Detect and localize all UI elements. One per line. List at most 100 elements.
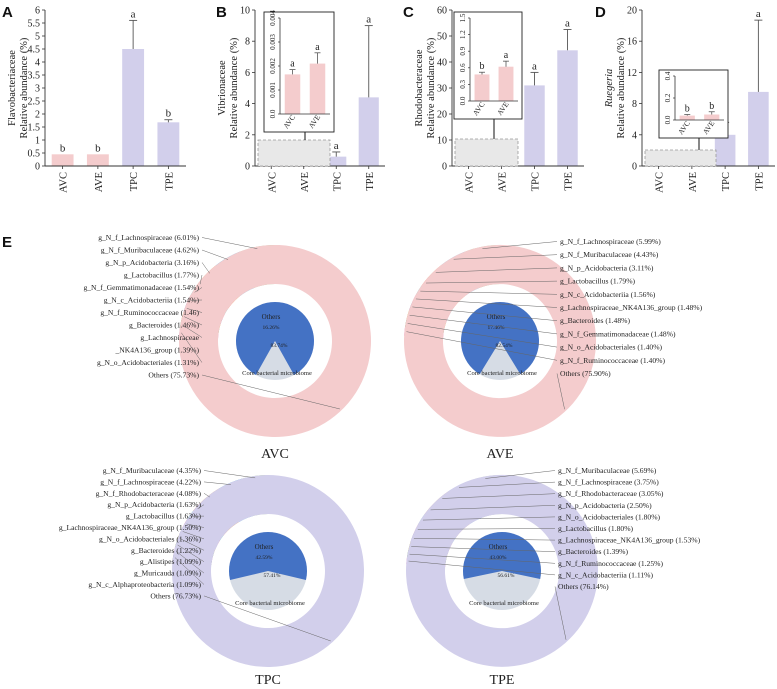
bar-AVE [86, 154, 109, 166]
x-tick-label-AVC: AVC [267, 172, 278, 193]
inset-bar-AVC [474, 74, 490, 101]
taxon-label: g_Lachnospiraceae [140, 333, 199, 342]
taxon-label: Others (76.14%) [558, 582, 609, 591]
donut-title-AVE: AVE [487, 447, 514, 462]
donut-chart-TPC: Others 42.59% 57.41% Core bacterial microbi… [59, 466, 364, 688]
leader-line [203, 481, 231, 485]
taxon-label: g_N_f_Ruminococcaceae (1.25%) [558, 559, 663, 568]
x-tick-label-AVE: AVE [94, 172, 105, 192]
bar-chart-A: A Flavobacteriaceae Relative abundance (%)… [2, 4, 186, 193]
x-tick-label-TPC: TPC [721, 172, 732, 191]
taxon-label: g_N_o_Acidobacteriales (1.80%) [558, 512, 661, 521]
bar-TPE [748, 91, 769, 166]
leader-line [435, 267, 558, 273]
x-tick-label-AVE: AVE [300, 172, 311, 192]
taxon-label: g_N_f_Lachnospiraceae (4.22%) [100, 477, 201, 486]
inset-y-tick-label: 0.0 [459, 96, 467, 105]
ring-segment-others [404, 244, 597, 437]
leader-line [426, 280, 558, 284]
leader-line [411, 546, 556, 552]
inset-letter-AVE: a [504, 50, 509, 61]
y-tick-label: 0.5 [28, 149, 41, 160]
bar-TPC [524, 85, 545, 166]
taxon-label: g_N_f_Muribaculaceae (4.43%) [560, 250, 659, 259]
inset-y-tick-label: 0.3 [459, 80, 467, 89]
inner-pie-core [462, 531, 541, 580]
bar-chart-B: B Vibrionaceae Relative abundance (%) AVC AV… [216, 4, 385, 193]
taxon-label: g_N_f_Muribaculaceae (4.35%) [103, 466, 202, 475]
taxon-label: g_N_p_Acidobacteria (2.50%) [558, 501, 652, 510]
inset-letter-AVE: b [709, 101, 714, 112]
inset-source-region [454, 138, 519, 167]
inset-bar-AVE [704, 114, 720, 120]
y-axis-label: Vibrionaceae [217, 60, 228, 116]
leader-line [174, 557, 205, 585]
bar-TPE [557, 50, 578, 166]
leader-line [179, 538, 205, 551]
y-tick-label: 2.5 [28, 97, 41, 108]
inset-letter-AVC: b [480, 61, 485, 72]
y-tick-label: 40 [437, 58, 447, 69]
inset-y-tick-label: 1.5 [459, 13, 467, 22]
inset-bar-AVC [284, 74, 301, 114]
significance-letter-AVE: b [95, 142, 101, 154]
leader-line [413, 538, 556, 541]
x-tick-label-TPC: TPC [332, 172, 343, 191]
taxon-label: g_Bacteroides (1.22%) [131, 546, 201, 555]
bar-chart-C: C Rhodobacteraceae Relative abundance (%) A… [403, 4, 584, 193]
leader-line [453, 254, 558, 260]
x-tick-label-TPC: TPC [129, 172, 140, 191]
taxon-label: g_N_f_Muribaculaceae (4.62%) [101, 246, 200, 255]
leader-line [408, 560, 556, 576]
significance-letter-TPE: b [166, 108, 172, 120]
ring-segment-others [406, 474, 599, 667]
leader-line [422, 516, 556, 521]
leader-line [186, 308, 203, 313]
donut-chart-AVC: Others 16.26% 83.74% Core bacterial microbi… [83, 233, 372, 462]
leader-line [412, 306, 558, 321]
y-tick-label: 0 [632, 162, 637, 173]
leader-line [409, 314, 558, 335]
y-tick-label: 60 [437, 6, 447, 17]
x-tick-label-AVE: AVE [498, 172, 509, 192]
taxon-label: g_Lachnospiraceae_NK4A136_group (1.53%) [558, 536, 701, 545]
leader-line [556, 373, 565, 410]
taxon-label: g_Bacteroides (1.46%) [129, 321, 199, 330]
x-tick-label-TPE: TPE [564, 172, 575, 191]
leader-line [194, 287, 203, 293]
x-tick-label-AVE: AVE [688, 172, 699, 192]
taxon-label: g_N_f_Ruminococcaceae (1.46) [100, 308, 199, 317]
y-tick-label: 3.5 [28, 71, 41, 82]
significance-letter-TPC: a [131, 8, 136, 20]
inset-source-region [644, 149, 717, 167]
y-axis-label-2: Relative abundance (%) [229, 37, 240, 138]
taxon-label: g_N_p_Acidobacteria (3.11%) [560, 263, 654, 272]
taxon-label: g_N_f_Gemmatimonadaceae (1.48%) [560, 329, 676, 338]
x-tick-label-AVC: AVC [465, 172, 476, 193]
leader-line [201, 262, 210, 274]
inner-pie-core [229, 532, 308, 580]
taxon-label: g_N_o_Acidobacteriales (1.36%) [99, 534, 202, 543]
taxon-label: g_N_p_Acidobacteria (1.63%) [107, 500, 201, 509]
inner-others-label: Others [487, 313, 506, 321]
taxon-label: g_Lactobacillus (1.63%) [126, 512, 202, 521]
inset-y-tick-label: 0.4 [664, 71, 672, 80]
taxon-label: g_N_c_Alphaproteobacteria (1.09%) [88, 580, 201, 589]
y-tick-label: 16 [627, 37, 637, 48]
inset-y-tick-label: 0.004 [269, 10, 277, 26]
x-tick-label-TPE: TPE [754, 172, 765, 191]
inset-y-tick-label: 1.2 [459, 30, 467, 39]
taxon-label: g_N_c_Acidobacteriia (1.11%) [558, 570, 653, 579]
y-axis-label: Rhodobacteraceae [414, 49, 425, 126]
leader-line [184, 316, 203, 326]
x-tick-label-AVC: AVC [655, 172, 666, 193]
x-tick-label-TPC: TPC [531, 172, 542, 191]
inset-bar-AVC [679, 115, 695, 120]
leader-line [201, 374, 340, 410]
leader-line [407, 323, 558, 348]
leader-line [182, 531, 205, 540]
y-axis-label-2: Relative abundance (%) [19, 37, 30, 138]
leader-line [201, 249, 229, 260]
taxon-label: g_Bacteroides (1.39%) [558, 547, 628, 556]
